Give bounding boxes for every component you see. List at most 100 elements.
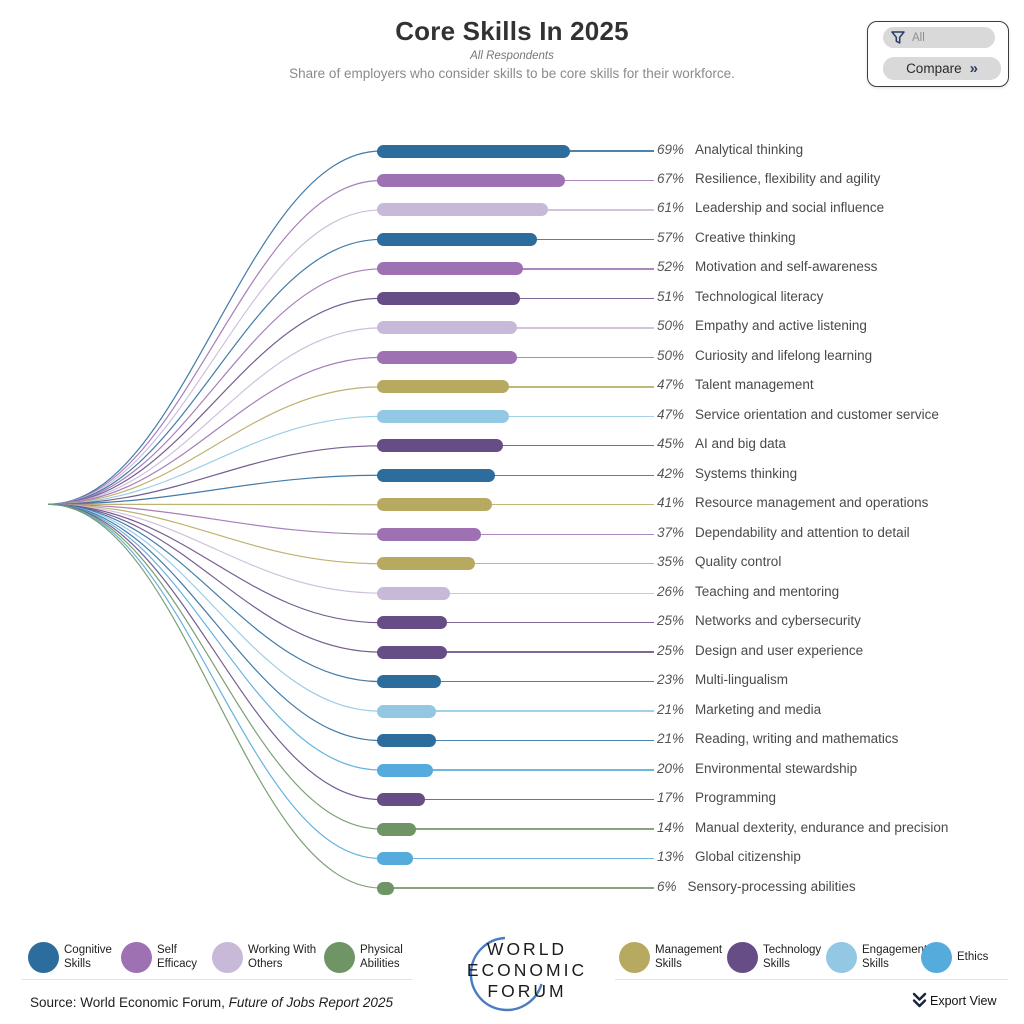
skill-bar[interactable]: [377, 881, 394, 895]
skill-bar[interactable]: [377, 616, 447, 630]
skill-percent: 57%: [657, 229, 685, 245]
skill-row-text: 61% Leadership and social influence: [657, 200, 884, 215]
skill-connector-line: [377, 710, 654, 712]
skill-bar[interactable]: [377, 468, 495, 482]
skill-row-text: 50% Curiosity and lifelong learning: [657, 348, 872, 363]
legend-swatch-ethics[interactable]: [921, 942, 952, 973]
skill-row-text: 45% AI and big data: [657, 436, 786, 451]
legend-swatch-engagement[interactable]: [826, 942, 857, 973]
source-text: World Economic Forum,: [80, 995, 225, 1010]
skill-label: Sensory-processing abilities: [687, 878, 856, 894]
skill-percent: 50%: [657, 318, 685, 334]
skill-row-text: 35% Quality control: [657, 554, 781, 569]
skill-bar[interactable]: [377, 498, 492, 512]
skill-bar[interactable]: [377, 380, 509, 394]
skill-connector-line: [377, 474, 654, 476]
skill-bar[interactable]: [377, 173, 565, 187]
skill-bar[interactable]: [377, 291, 520, 305]
wef-logo: WORLD ECONOMIC FORUM: [432, 933, 612, 1017]
source-report-title: Future of Jobs Report 2025: [228, 995, 393, 1010]
skill-label: Multi-lingualism: [695, 672, 789, 688]
legend-label-technology: Technology Skills: [763, 944, 822, 970]
skill-label: AI and big data: [695, 436, 786, 452]
skill-bar[interactable]: [377, 439, 503, 453]
skill-bar[interactable]: [377, 557, 475, 571]
legend-swatch-physical[interactable]: [324, 942, 355, 973]
legend-swatch-cognitive[interactable]: [28, 942, 59, 973]
skill-label: Systems thinking: [695, 465, 798, 481]
skill-connector-line: [377, 769, 654, 771]
skill-row-text: 52% Motivation and self-awareness: [657, 259, 877, 274]
skill-connector-line: [377, 533, 654, 535]
legend-label-working_with_others: Working With Others: [248, 944, 317, 970]
skill-row-text: 41% Resource management and operations: [657, 495, 928, 510]
skill-bar[interactable]: [377, 675, 442, 689]
skill-bar[interactable]: [377, 704, 436, 718]
export-view-button[interactable]: Export View: [912, 992, 996, 1009]
skill-label: Resource management and operations: [695, 495, 929, 511]
skill-bar[interactable]: [377, 350, 517, 364]
skill-percent: 21%: [657, 701, 685, 717]
skill-percent: 23%: [657, 672, 685, 688]
skill-percent: 21%: [657, 731, 685, 747]
skill-row-text: 47% Service orientation and customer serv…: [657, 407, 939, 422]
skill-connector-line: [377, 798, 654, 801]
legend-divider-left: [22, 979, 412, 980]
skill-label: Talent management: [695, 377, 814, 393]
skill-percent: 37%: [657, 524, 685, 540]
legend-swatch-technology[interactable]: [727, 942, 758, 973]
filter-panel: All Compare »: [867, 21, 1009, 87]
skill-connector-line: [377, 857, 654, 860]
legend-swatch-management[interactable]: [619, 942, 650, 973]
skill-label: Marketing and media: [695, 701, 822, 717]
skill-label: Leadership and social influence: [695, 200, 885, 216]
skill-bar[interactable]: [377, 527, 481, 541]
skill-bar[interactable]: [377, 144, 571, 158]
skill-bar[interactable]: [377, 793, 425, 807]
skill-percent: 35%: [657, 554, 685, 570]
skill-bar[interactable]: [377, 232, 537, 246]
skill-bar[interactable]: [377, 321, 517, 335]
skill-row-text: 69% Analytical thinking: [657, 142, 803, 157]
skill-bar[interactable]: [377, 763, 433, 777]
skill-percent: 52%: [657, 259, 685, 275]
skill-percent: 47%: [657, 377, 685, 393]
skill-row-text: 25% Networks and cybersecurity: [657, 613, 861, 628]
skill-bar[interactable]: [377, 822, 417, 836]
skill-connector-line: [377, 680, 654, 683]
skill-bar[interactable]: [377, 734, 436, 748]
wef-logo-text: WORLD: [487, 939, 567, 959]
skill-percent: 67%: [657, 170, 685, 186]
legend-label-physical: Physical Abilities: [360, 944, 403, 970]
page-description: Share of employers who consider skills t…: [289, 66, 735, 81]
filter-funnel-icon: [891, 31, 905, 44]
skill-bar[interactable]: [377, 852, 414, 866]
compare-label: Compare: [906, 61, 962, 76]
legend-divider-right: [615, 979, 1008, 980]
skill-label: Manual dexterity, endurance and precisio…: [695, 819, 949, 835]
legend-swatch-working_with_others[interactable]: [212, 942, 243, 973]
skill-connector-line: [377, 828, 654, 830]
skill-bar[interactable]: [377, 586, 450, 600]
skill-row-text: 20% Environmental stewardship: [657, 761, 857, 776]
skill-row-text: 42% Systems thinking: [657, 466, 797, 481]
skill-percent: 20%: [657, 760, 685, 776]
skill-bar[interactable]: [377, 262, 523, 276]
skill-percent: 50%: [657, 347, 685, 363]
skill-label: Teaching and mentoring: [695, 583, 840, 599]
compare-button[interactable]: Compare »: [883, 57, 1001, 80]
skill-bar[interactable]: [377, 203, 548, 217]
legend-label-ethics: Ethics: [957, 951, 989, 963]
legend-swatch-self_efficacy[interactable]: [121, 942, 152, 973]
filter-all-button[interactable]: All: [883, 27, 995, 48]
skill-row-text: 25% Design and user experience: [657, 643, 863, 658]
skill-bar[interactable]: [377, 409, 509, 423]
skill-percent: 26%: [657, 583, 685, 599]
skill-percent: 14%: [657, 819, 685, 835]
skill-row-text: 51% Technological literacy: [657, 289, 823, 304]
source-line: Source: World Economic Forum, Future of …: [30, 995, 393, 1010]
legend-label-management: Management Skills: [655, 944, 723, 970]
skill-percent: 69%: [657, 141, 685, 157]
skill-bar[interactable]: [377, 645, 447, 659]
